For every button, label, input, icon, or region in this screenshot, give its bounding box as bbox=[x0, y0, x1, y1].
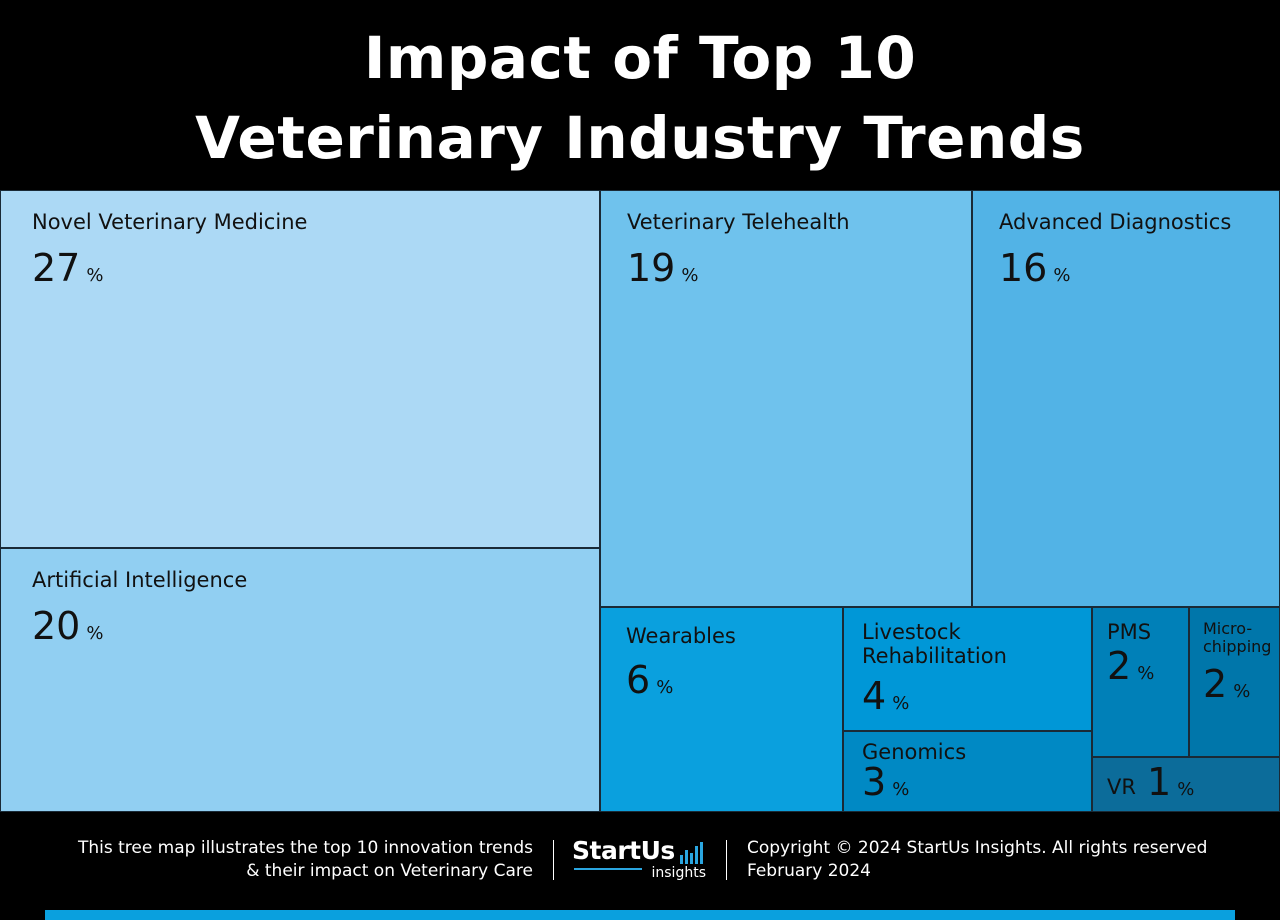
tile-label: Veterinary Telehealth bbox=[627, 210, 850, 234]
tile-value: 16% bbox=[999, 246, 1070, 290]
tile-label: VR bbox=[1107, 775, 1136, 799]
bar-chart-icon bbox=[680, 842, 706, 864]
chart-title-line-1: Impact of Top 10 bbox=[363, 24, 917, 92]
footer-copyright-block: Copyright © 2024 StartUs Insights. All r… bbox=[747, 837, 1207, 883]
tile-value-number: 16 bbox=[999, 246, 1048, 290]
tile-value-unit: % bbox=[1137, 663, 1155, 684]
tile-value-number: 2 bbox=[1107, 644, 1132, 688]
tile-value-unit: % bbox=[892, 779, 910, 800]
tile-label: Micro-chipping bbox=[1203, 619, 1272, 657]
tile-label: Wearables bbox=[626, 624, 736, 648]
tile-value: 2% bbox=[1107, 644, 1154, 688]
chart-title-line-2: Veterinary Industry Trends bbox=[195, 104, 1085, 172]
treemap-tile-wearables: Wearables 6% bbox=[600, 607, 843, 812]
treemap-tile-micro-chipping: Micro-chipping 2% bbox=[1189, 607, 1280, 757]
logo-subtext: insights bbox=[651, 865, 707, 881]
tile-value-number: 19 bbox=[627, 246, 676, 290]
tile-value: 1% bbox=[1147, 760, 1194, 804]
footer-description-line-2: & their impact on Veterinary Care bbox=[246, 861, 533, 881]
tile-value-number: 3 bbox=[862, 760, 887, 804]
tile-label: Novel Veterinary Medicine bbox=[32, 210, 308, 234]
tile-label: Livestock Rehabilitation bbox=[862, 620, 1007, 669]
logo-underline bbox=[574, 868, 642, 870]
treemap-tile-vr: VR 1% bbox=[1092, 757, 1280, 812]
tile-value: 6% bbox=[626, 658, 673, 702]
tile-value: 2% bbox=[1203, 662, 1250, 706]
tile-value-unit: % bbox=[892, 693, 910, 714]
footer: This tree map illustrates the top 10 inn… bbox=[0, 812, 1280, 920]
tile-value-unit: % bbox=[1053, 265, 1071, 286]
footer-divider-right bbox=[726, 840, 727, 880]
publish-date: February 2024 bbox=[747, 861, 871, 881]
tile-value-unit: % bbox=[1177, 779, 1195, 800]
logo-wordmark: StartUs bbox=[572, 836, 675, 865]
tile-label: PMS bbox=[1107, 620, 1152, 644]
tile-label: Artificial Intelligence bbox=[32, 568, 248, 592]
tile-label: Advanced Diagnostics bbox=[999, 210, 1232, 234]
tile-value-number: 1 bbox=[1147, 760, 1172, 804]
tile-value: 19% bbox=[627, 246, 698, 290]
tile-value: 4% bbox=[862, 674, 909, 718]
tile-value-unit: % bbox=[86, 623, 104, 644]
tile-value-number: 20 bbox=[32, 604, 81, 648]
treemap-tile-artificial-intelligence: Artificial Intelligence 20% bbox=[0, 548, 600, 812]
footer-divider-left bbox=[553, 840, 554, 880]
tile-value-unit: % bbox=[1233, 681, 1251, 702]
treemap: Novel Veterinary Medicine 27% Artificial I… bbox=[0, 190, 1280, 812]
tile-value-unit: % bbox=[656, 677, 674, 698]
tile-value-unit: % bbox=[681, 265, 699, 286]
treemap-tile-genomics: Genomics 3% bbox=[843, 731, 1092, 812]
treemap-tile-veterinary-telehealth: Veterinary Telehealth 19% bbox=[600, 190, 972, 607]
treemap-tile-pms: PMS 2% bbox=[1092, 607, 1189, 757]
footer-description: This tree map illustrates the top 10 inn… bbox=[13, 837, 533, 883]
treemap-tile-advanced-diagnostics: Advanced Diagnostics 16% bbox=[972, 190, 1280, 607]
copyright-text: Copyright © 2024 StartUs Insights. All r… bbox=[747, 838, 1208, 858]
tile-value-number: 2 bbox=[1203, 662, 1228, 706]
treemap-tile-novel-veterinary-medicine: Novel Veterinary Medicine 27% bbox=[0, 190, 600, 548]
bottom-accent-bar bbox=[45, 910, 1235, 920]
tile-label: Genomics bbox=[862, 740, 967, 764]
tile-value-number: 27 bbox=[32, 246, 81, 290]
footer-description-line-1: This tree map illustrates the top 10 inn… bbox=[77, 838, 533, 858]
tile-value: 20% bbox=[32, 604, 103, 648]
tile-value-number: 4 bbox=[862, 674, 887, 718]
tile-value-unit: % bbox=[86, 265, 104, 286]
tile-value: 3% bbox=[862, 760, 909, 804]
startus-insights-logo: StartUs insights bbox=[572, 836, 712, 886]
chart-title: Impact of Top 10 Veterinary Industry Tre… bbox=[0, 0, 1280, 190]
tile-value-number: 6 bbox=[626, 658, 651, 702]
treemap-tile-livestock-rehabilitation: Livestock Rehabilitation 4% bbox=[843, 607, 1092, 731]
tile-value: 27% bbox=[32, 246, 103, 290]
